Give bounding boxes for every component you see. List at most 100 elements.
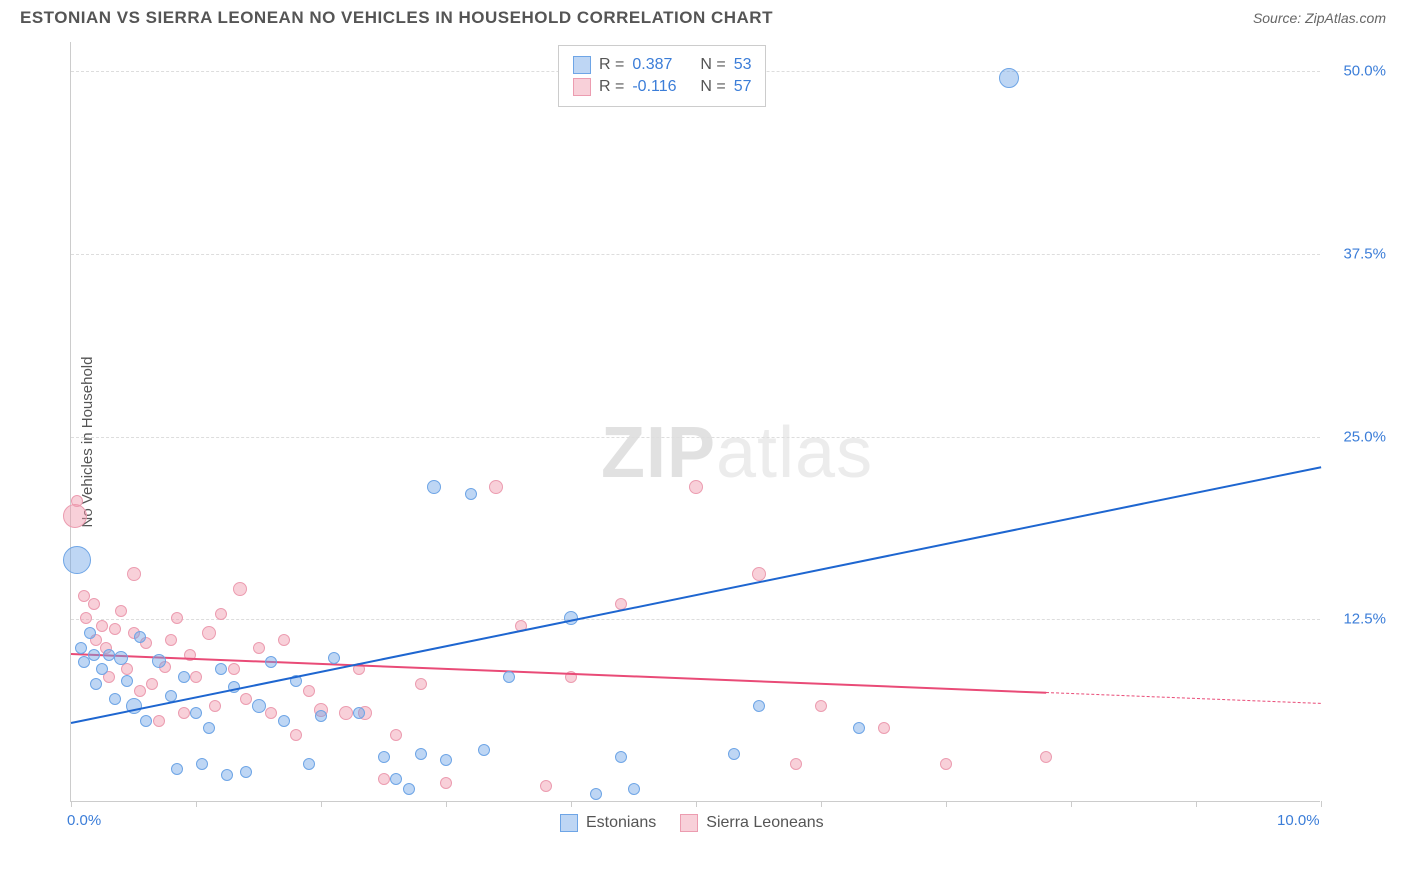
watermark: ZIPatlas (601, 412, 873, 494)
scatter-point-sierra (815, 700, 827, 712)
scatter-point-estonian (628, 783, 640, 795)
x-tick (696, 801, 697, 807)
chart-header: ESTONIAN VS SIERRA LEONEAN NO VEHICLES I… (0, 0, 1406, 32)
x-tick (1321, 801, 1322, 807)
legend-r-label: R = (599, 78, 624, 96)
scatter-point-sierra (178, 707, 190, 719)
x-tick (196, 801, 197, 807)
scatter-point-sierra (171, 612, 183, 624)
scatter-point-sierra (390, 729, 402, 741)
scatter-point-estonian (315, 710, 327, 722)
y-tick-label: 37.5% (1326, 245, 1386, 262)
scatter-point-sierra (240, 693, 252, 705)
scatter-point-sierra (540, 780, 552, 792)
scatter-point-estonian (109, 693, 121, 705)
watermark-atlas: atlas (716, 413, 873, 493)
y-tick-label: 25.0% (1326, 428, 1386, 445)
x-tick (321, 801, 322, 807)
scatter-point-sierra (278, 634, 290, 646)
scatter-point-sierra (878, 722, 890, 734)
scatter-point-sierra (165, 634, 177, 646)
x-tick (571, 801, 572, 807)
scatter-point-sierra (378, 773, 390, 785)
scatter-point-sierra (121, 663, 133, 675)
y-tick-label: 50.0% (1326, 63, 1386, 80)
scatter-point-sierra (63, 504, 87, 528)
scatter-point-estonian (88, 649, 100, 661)
scatter-point-sierra (109, 623, 121, 635)
legend-r-value: -0.116 (632, 78, 692, 96)
legend-row: R =0.387N =53 (573, 54, 751, 76)
correlation-legend: R =0.387N =53R =-0.116N =57 (558, 45, 766, 107)
legend-row: R = -0.116 N = 57 (573, 76, 751, 98)
gridline (71, 437, 1320, 438)
series-legend: Estonians Sierra Leoneans (560, 814, 824, 832)
plot-area: ZIPatlas 12.5%25.0%37.5%50.0%0.0%10.0% (70, 42, 1320, 802)
scatter-point-estonian (190, 707, 202, 719)
scatter-point-sierra (489, 480, 503, 494)
chart-source: Source: ZipAtlas.com (1253, 10, 1386, 26)
scatter-point-estonian (378, 751, 390, 763)
scatter-point-sierra (190, 671, 202, 683)
scatter-point-estonian (134, 631, 146, 643)
scatter-point-estonian (240, 766, 252, 778)
x-tick-label: 10.0% (1277, 812, 1320, 829)
scatter-point-estonian (465, 488, 477, 500)
scatter-point-estonian (590, 788, 602, 800)
legend-n-label: N = (700, 78, 725, 96)
scatter-point-estonian (152, 654, 166, 668)
scatter-point-sierra (202, 626, 216, 640)
scatter-point-estonian (728, 748, 740, 760)
x-tick (821, 801, 822, 807)
scatter-point-estonian (503, 671, 515, 683)
scatter-point-estonian (390, 773, 402, 785)
scatter-point-sierra (215, 608, 227, 620)
scatter-point-estonian (427, 480, 441, 494)
scatter-point-sierra (265, 707, 277, 719)
trend-line-estonian (71, 466, 1321, 724)
scatter-point-sierra (80, 612, 92, 624)
x-tick (71, 801, 72, 807)
scatter-point-sierra (134, 685, 146, 697)
scatter-point-estonian (221, 769, 233, 781)
scatter-point-estonian (63, 546, 91, 574)
scatter-point-estonian (96, 663, 108, 675)
scatter-point-estonian (440, 754, 452, 766)
scatter-point-estonian (415, 748, 427, 760)
scatter-point-sierra (71, 495, 83, 507)
scatter-point-sierra (253, 642, 265, 654)
scatter-point-sierra (440, 777, 452, 789)
scatter-point-estonian (90, 678, 102, 690)
chart-title: ESTONIAN VS SIERRA LEONEAN NO VEHICLES I… (20, 8, 773, 28)
legend-n-value: 53 (734, 56, 752, 74)
legend-label: Estonians (586, 814, 656, 832)
scatter-point-sierra (339, 706, 353, 720)
scatter-point-estonian (278, 715, 290, 727)
scatter-point-estonian (252, 699, 266, 713)
x-tick (946, 801, 947, 807)
scatter-point-sierra (96, 620, 108, 632)
legend-n-value: 57 (734, 78, 752, 96)
scatter-point-sierra (790, 758, 802, 770)
scatter-point-estonian (203, 722, 215, 734)
x-tick (446, 801, 447, 807)
scatter-point-estonian (84, 627, 96, 639)
gridline (71, 254, 1320, 255)
scatter-point-estonian (478, 744, 490, 756)
legend-swatch (560, 814, 578, 832)
scatter-point-sierra (228, 663, 240, 675)
scatter-point-estonian (615, 751, 627, 763)
legend-item: Estonians (560, 814, 656, 832)
scatter-point-sierra (290, 729, 302, 741)
scatter-point-sierra (415, 678, 427, 690)
scatter-point-estonian (75, 642, 87, 654)
legend-swatch (680, 814, 698, 832)
scatter-point-sierra (689, 480, 703, 494)
scatter-point-estonian (353, 707, 365, 719)
legend-label: Sierra Leoneans (706, 814, 823, 832)
legend-n-label: N = (700, 56, 725, 74)
scatter-point-estonian (999, 68, 1019, 88)
scatter-point-estonian (196, 758, 208, 770)
scatter-point-estonian (140, 715, 152, 727)
chart-container: No Vehicles in Household ZIPatlas 12.5%2… (20, 32, 1386, 852)
